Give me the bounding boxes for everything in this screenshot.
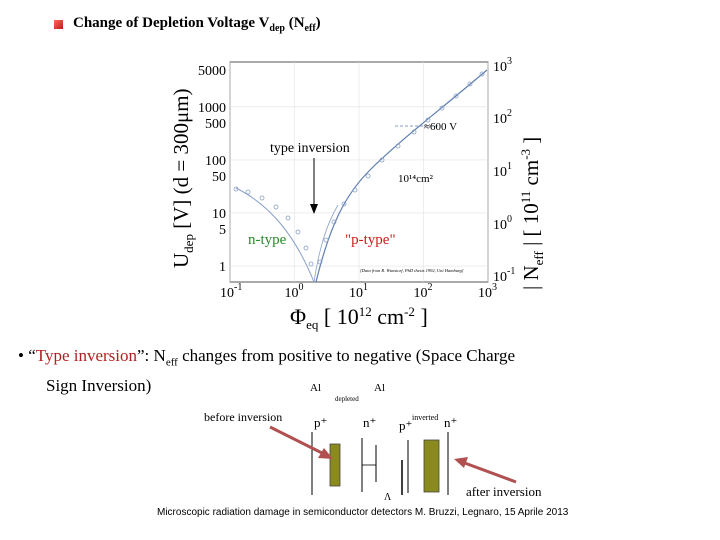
data-point-9 — [323, 237, 329, 243]
y-right-tick-label-0: 103 — [493, 56, 512, 75]
before-arrow — [269, 425, 327, 457]
n-plus-right: n⁺ — [444, 415, 457, 430]
data-point-12 — [352, 187, 358, 193]
y-left-tick-label-6: 5 — [219, 223, 226, 238]
annotation-n-type: n-type — [248, 232, 287, 248]
y-left-tick-label-0: 5000 — [198, 64, 226, 79]
x-tick-labels: 10-1 100 101 102 103 — [220, 282, 497, 301]
data-point-1 — [245, 189, 251, 195]
data-point-3 — [273, 204, 279, 210]
after-arrow — [461, 460, 517, 484]
annotation-fluence: 10¹⁴cm² — [398, 173, 434, 185]
y-right-tick-label-3: 100 — [493, 214, 512, 233]
p-plus-right: p⁺ — [399, 418, 412, 433]
plot-grid — [229, 62, 489, 282]
data-point-2 — [259, 195, 265, 201]
data-point-19 — [453, 93, 459, 99]
data-point-7 — [308, 261, 314, 267]
y-left-tick-label-7: 1 — [219, 260, 226, 275]
n-plus-left: n⁺ — [363, 415, 376, 430]
detector-left-depleted-region — [329, 443, 341, 487]
y-right-tick-label-1: 102 — [493, 108, 512, 127]
y-left-tick-label-5: 10 — [212, 207, 226, 222]
data-point-18 — [439, 105, 445, 111]
y-right-tick-label-4: 10-1 — [493, 266, 515, 285]
data-point-4 — [285, 215, 291, 221]
after-arrow-head — [454, 457, 468, 468]
slide-title: Change of Depletion Voltage Vdep (Neff) — [54, 14, 321, 34]
after-inversion-label: after inversion — [466, 484, 542, 499]
annotation-voltage: ≈600 V — [424, 121, 457, 133]
title-text: Change of Depletion Voltage Vdep (Neff) — [73, 14, 321, 34]
data-point-11 — [341, 201, 347, 207]
footer-citation: Microscopic radiation damage in semicond… — [157, 507, 569, 518]
wire-symbol: Λ — [384, 492, 392, 503]
data-point-10 — [331, 219, 337, 225]
y-left-tick-label-1: 1000 — [198, 101, 226, 116]
before-inversion-label: before inversion — [204, 410, 282, 424]
data-point-17 — [425, 117, 431, 123]
highlight-type-inversion: Type inversion — [35, 346, 138, 365]
bullet-type-inversion: • “Type inversion”: Neff changes from po… — [18, 346, 516, 396]
data-point-0 — [233, 186, 239, 192]
p-plus-left: p⁺ — [314, 415, 327, 430]
annotation-p-type: "p-type" — [345, 232, 396, 248]
data-points — [233, 71, 485, 267]
data-point-6 — [303, 245, 309, 251]
title-bullet-icon — [54, 19, 63, 29]
curve-n-type — [235, 187, 315, 283]
data-point-14 — [379, 157, 385, 163]
data-point-20 — [467, 81, 473, 87]
annotation-type-inversion: type inversion — [270, 141, 350, 156]
data-point-15 — [395, 143, 401, 149]
x-tick-label-2: 101 — [349, 282, 368, 301]
y-right-axis-label: | Neff | [ 1011 cm-3 ] — [518, 137, 546, 290]
y-right-tick-label-2: 101 — [493, 161, 512, 180]
detector-right-inverted-region — [423, 439, 440, 493]
y-left-tick-label-2: 500 — [205, 117, 226, 132]
type-inversion-arrow-head — [310, 204, 318, 214]
inverted-label: inverted — [412, 413, 438, 422]
x-tick-label-0: 10-1 — [220, 282, 242, 301]
data-point-8 — [317, 259, 323, 265]
y-right-tick-labels: 103 102 101 100 10-1 — [493, 56, 515, 285]
data-point-5 — [295, 229, 301, 235]
x-axis-label: Φeq [ 1012 cm-2 ] — [290, 304, 428, 332]
x-tick-label-1: 100 — [285, 282, 304, 301]
y-left-tick-label-3: 100 — [205, 154, 226, 169]
data-point-13 — [365, 173, 371, 179]
y-left-tick-label-4: 50 — [212, 170, 226, 185]
curve-p-type — [315, 69, 488, 283]
data-point-21 — [479, 71, 485, 77]
curve-n-type-continuation — [313, 204, 339, 283]
annotation-credit: [Data from R. Wunstorf, PhD thesis 1992,… — [360, 268, 464, 274]
y-left-axis-label: Udep [V] (d = 300μm) — [169, 88, 196, 268]
bullet-mark: • — [18, 346, 24, 365]
x-tick-label-3: 102 — [414, 282, 433, 301]
data-point-16 — [411, 129, 417, 135]
before-arrow-head — [318, 448, 333, 459]
